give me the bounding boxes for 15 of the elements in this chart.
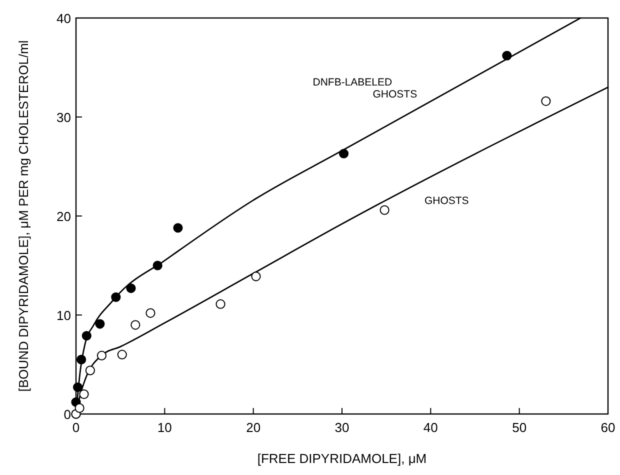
y-tick-label: 30	[56, 110, 71, 125]
x-axis-title: [FREE DIPYRIDAMOLE], μM	[257, 451, 427, 466]
y-axis-title: [BOUND DIPYRIDAMOLE], μM PER mg CHOLESTEROL/ml	[16, 40, 31, 392]
x-tick-label: 50	[512, 420, 527, 435]
series-label: GHOSTS	[424, 195, 469, 208]
x-tick-label: 30	[334, 420, 350, 435]
y-tick-label: 10	[56, 308, 71, 323]
x-tick-label: 10	[157, 420, 172, 435]
y-tick-label: 20	[56, 209, 71, 224]
x-tick-label: 60	[600, 420, 616, 435]
series-label: DNFB-LABELED GHOSTS	[312, 76, 418, 100]
x-tick-label: 40	[423, 420, 438, 435]
y-tick-label: 0	[64, 407, 71, 422]
x-tick-label: 20	[246, 420, 261, 435]
y-tick-label: 40	[56, 11, 71, 26]
